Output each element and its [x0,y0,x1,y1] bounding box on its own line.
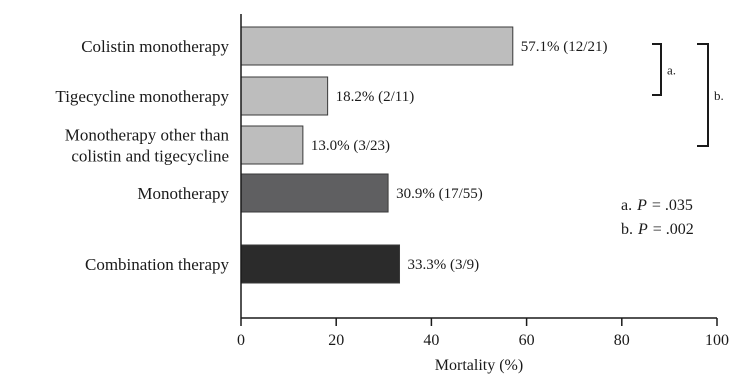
bar-4 [240,244,401,284]
x-tick-label-100: 100 [705,332,729,349]
comparison-bracket-b [697,43,709,147]
category-labels-group: Colistin monotherapy Tigecycline monother… [55,37,229,274]
bar-0 [240,26,514,66]
x-tick-label-0: 0 [237,332,245,349]
category-label-line: Combination therapy [85,255,230,274]
significance-p-value: = .002 [653,221,694,238]
significance-line-b: b. P = .002 [621,221,694,238]
category-label-2: Monotherapy other than colistin and tigec… [65,126,230,166]
x-tick-label-60: 60 [519,332,535,349]
data-label-1: 18.2% (2/11) [336,89,415,105]
x-tick-label-80: 80 [614,332,630,349]
significance-label: a. [621,197,632,214]
comparison-bracket-a [652,43,662,96]
category-label-line: colistin and tigecycline [71,147,229,166]
x-ticks-group: 0 20 40 60 80 100 [237,318,729,349]
bar-2 [240,125,304,165]
axes-group [240,14,717,319]
comparison-brackets-group: a. b. [652,43,724,147]
significance-label: b. [621,221,633,238]
category-label-3: Monotherapy [137,184,229,203]
data-label-3: 30.9% (17/55) [396,186,483,202]
x-tick-label-20: 20 [328,332,344,349]
category-label-4: Combination therapy [85,255,230,274]
significance-p-value: = .035 [652,197,693,214]
category-label-line: Tigecycline monotherapy [55,87,229,106]
x-axis-label: Mortality (%) [435,357,523,374]
significance-p-symbol: P [636,197,647,214]
comparison-bracket-label: b. [714,88,724,103]
bar-3 [240,173,389,213]
category-label-line: Monotherapy other than [65,126,230,145]
bars-group [240,26,514,284]
category-label-0: Colistin monotherapy [81,37,229,56]
category-label-1: Tigecycline monotherapy [55,87,229,106]
category-label-line: Colistin monotherapy [81,37,229,56]
significance-p-symbol: P [637,221,648,238]
category-label-line: Monotherapy [137,184,229,203]
data-label-2: 13.0% (3/23) [311,138,390,154]
data-label-0: 57.1% (12/21) [521,39,608,55]
x-tick-label-40: 40 [423,332,439,349]
comparison-bracket-label: a. [667,63,676,78]
data-labels-group: 57.1% (12/21) 18.2% (2/11) 13.0% (3/23) 30.… [311,39,608,273]
significance-line-a: a. P = .035 [621,197,693,214]
data-label-4: 33.3% (3/9) [408,257,480,273]
bar-1 [240,76,329,116]
